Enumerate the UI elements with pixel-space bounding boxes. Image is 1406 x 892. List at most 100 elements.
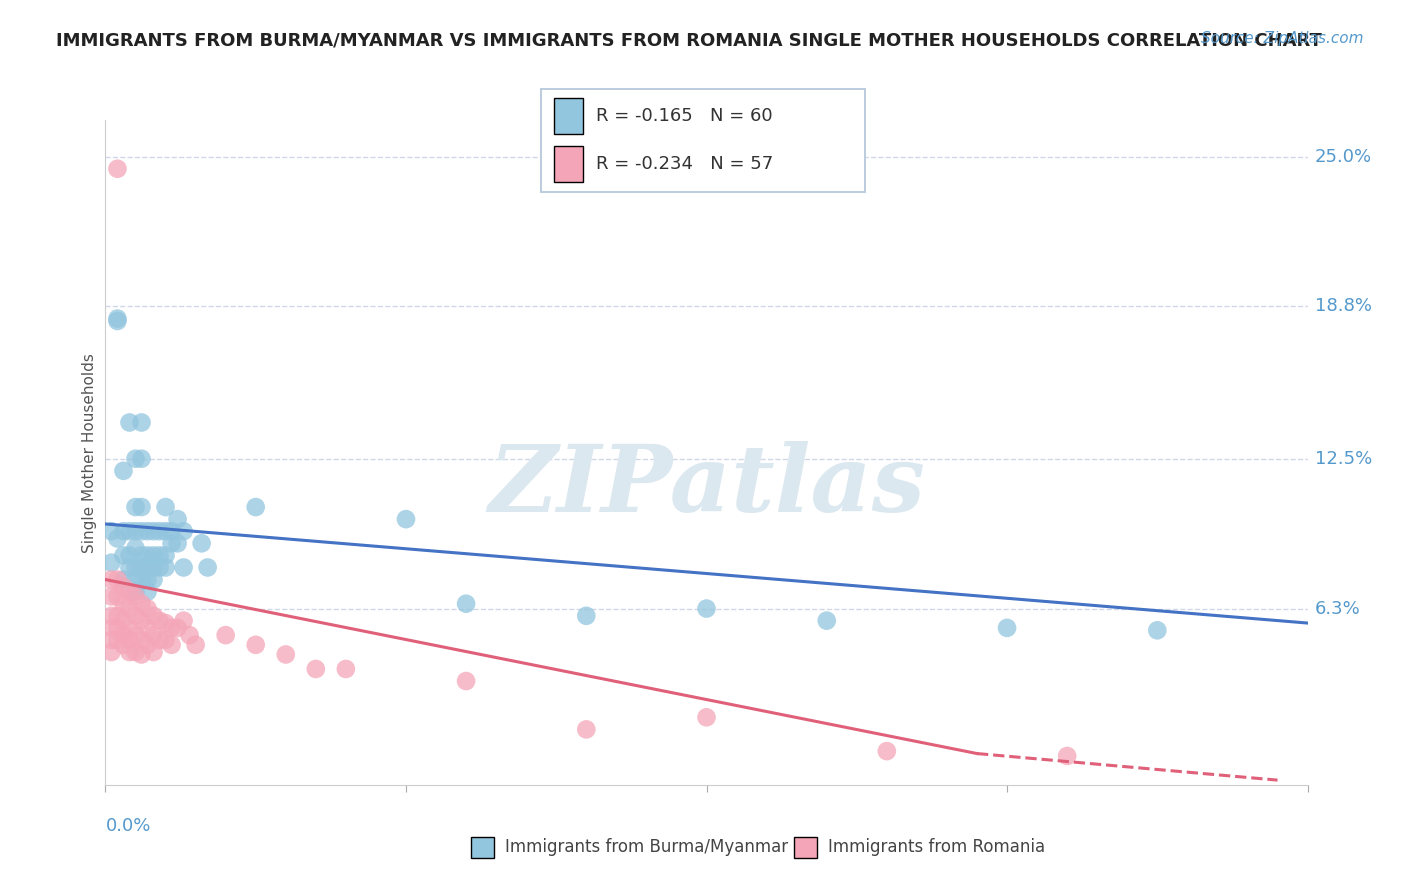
Point	[142, 524, 165, 539]
Point	[107, 608, 129, 623]
Point	[136, 560, 159, 574]
Point	[131, 573, 153, 587]
Text: Immigrants from Romania: Immigrants from Romania	[828, 838, 1045, 856]
Text: 12.5%: 12.5%	[1315, 450, 1372, 467]
Point	[131, 614, 153, 628]
Point	[142, 560, 165, 574]
Point	[184, 638, 207, 652]
Point	[131, 648, 153, 662]
Point	[575, 608, 598, 623]
Point	[160, 621, 183, 635]
Point	[107, 621, 129, 635]
Point	[100, 573, 122, 587]
Point	[124, 541, 146, 556]
Text: 0.0%: 0.0%	[105, 817, 150, 835]
Point	[131, 451, 153, 466]
Point	[1056, 748, 1078, 763]
Point	[118, 601, 141, 615]
Point	[118, 584, 141, 599]
Point	[100, 608, 122, 623]
Point	[166, 621, 188, 635]
Point	[274, 648, 297, 662]
Point	[197, 560, 219, 574]
Point	[100, 524, 122, 539]
Point	[696, 601, 718, 615]
Point	[118, 549, 141, 563]
Point	[160, 638, 183, 652]
Point	[142, 608, 165, 623]
Point	[136, 601, 159, 615]
Point	[148, 549, 170, 563]
Point	[124, 524, 146, 539]
Point	[815, 614, 838, 628]
Point	[131, 524, 153, 539]
Point	[395, 512, 418, 526]
Text: 18.8%: 18.8%	[1315, 298, 1372, 316]
Point	[131, 549, 153, 563]
Text: IMMIGRANTS FROM BURMA/MYANMAR VS IMMIGRANTS FROM ROMANIA SINGLE MOTHER HOUSEHOLD: IMMIGRANTS FROM BURMA/MYANMAR VS IMMIGRA…	[56, 31, 1322, 49]
Point	[160, 536, 183, 550]
Point	[876, 744, 898, 758]
FancyBboxPatch shape	[554, 98, 583, 135]
Point	[155, 524, 177, 539]
Text: R = -0.234   N = 57: R = -0.234 N = 57	[596, 154, 773, 172]
Point	[995, 621, 1018, 635]
Point	[124, 628, 146, 642]
Point	[335, 662, 357, 676]
Point	[173, 524, 195, 539]
Point	[124, 645, 146, 659]
Point	[131, 500, 153, 514]
Point	[190, 536, 212, 550]
Point	[136, 621, 159, 635]
Y-axis label: Single Mother Households: Single Mother Households	[82, 352, 97, 553]
Point	[118, 621, 141, 635]
Point	[100, 632, 122, 647]
Point	[118, 560, 141, 574]
Point	[100, 621, 122, 635]
Point	[131, 597, 153, 611]
Point	[124, 584, 146, 599]
Point	[148, 632, 170, 647]
Point	[124, 573, 146, 587]
Point	[148, 524, 170, 539]
Point	[245, 500, 267, 514]
Point	[112, 524, 135, 539]
Point	[166, 512, 188, 526]
Point	[142, 645, 165, 659]
Point	[155, 632, 177, 647]
Point	[107, 532, 129, 546]
Point	[142, 628, 165, 642]
Point	[136, 638, 159, 652]
Point	[124, 590, 146, 604]
Point	[454, 674, 477, 689]
Text: 25.0%: 25.0%	[1315, 148, 1372, 166]
Point	[112, 573, 135, 587]
FancyBboxPatch shape	[554, 145, 583, 181]
Point	[107, 311, 129, 326]
Point	[575, 723, 598, 737]
Point	[245, 638, 267, 652]
Point	[118, 416, 141, 430]
Point	[124, 560, 146, 574]
Point	[100, 590, 122, 604]
Point	[454, 597, 477, 611]
Point	[142, 549, 165, 563]
Point	[696, 710, 718, 724]
Point	[118, 524, 141, 539]
Point	[112, 597, 135, 611]
Point	[112, 580, 135, 594]
Point	[100, 645, 122, 659]
Point	[112, 549, 135, 563]
Point	[107, 314, 129, 328]
Point	[124, 500, 146, 514]
Text: R = -0.165   N = 60: R = -0.165 N = 60	[596, 107, 773, 126]
Point	[305, 662, 328, 676]
Point	[1146, 624, 1168, 638]
Point	[155, 615, 177, 630]
Point	[148, 560, 170, 574]
Point	[112, 464, 135, 478]
Text: ZIPatlas: ZIPatlas	[488, 441, 925, 531]
Point	[155, 500, 177, 514]
Point	[136, 584, 159, 599]
Point	[107, 573, 129, 587]
